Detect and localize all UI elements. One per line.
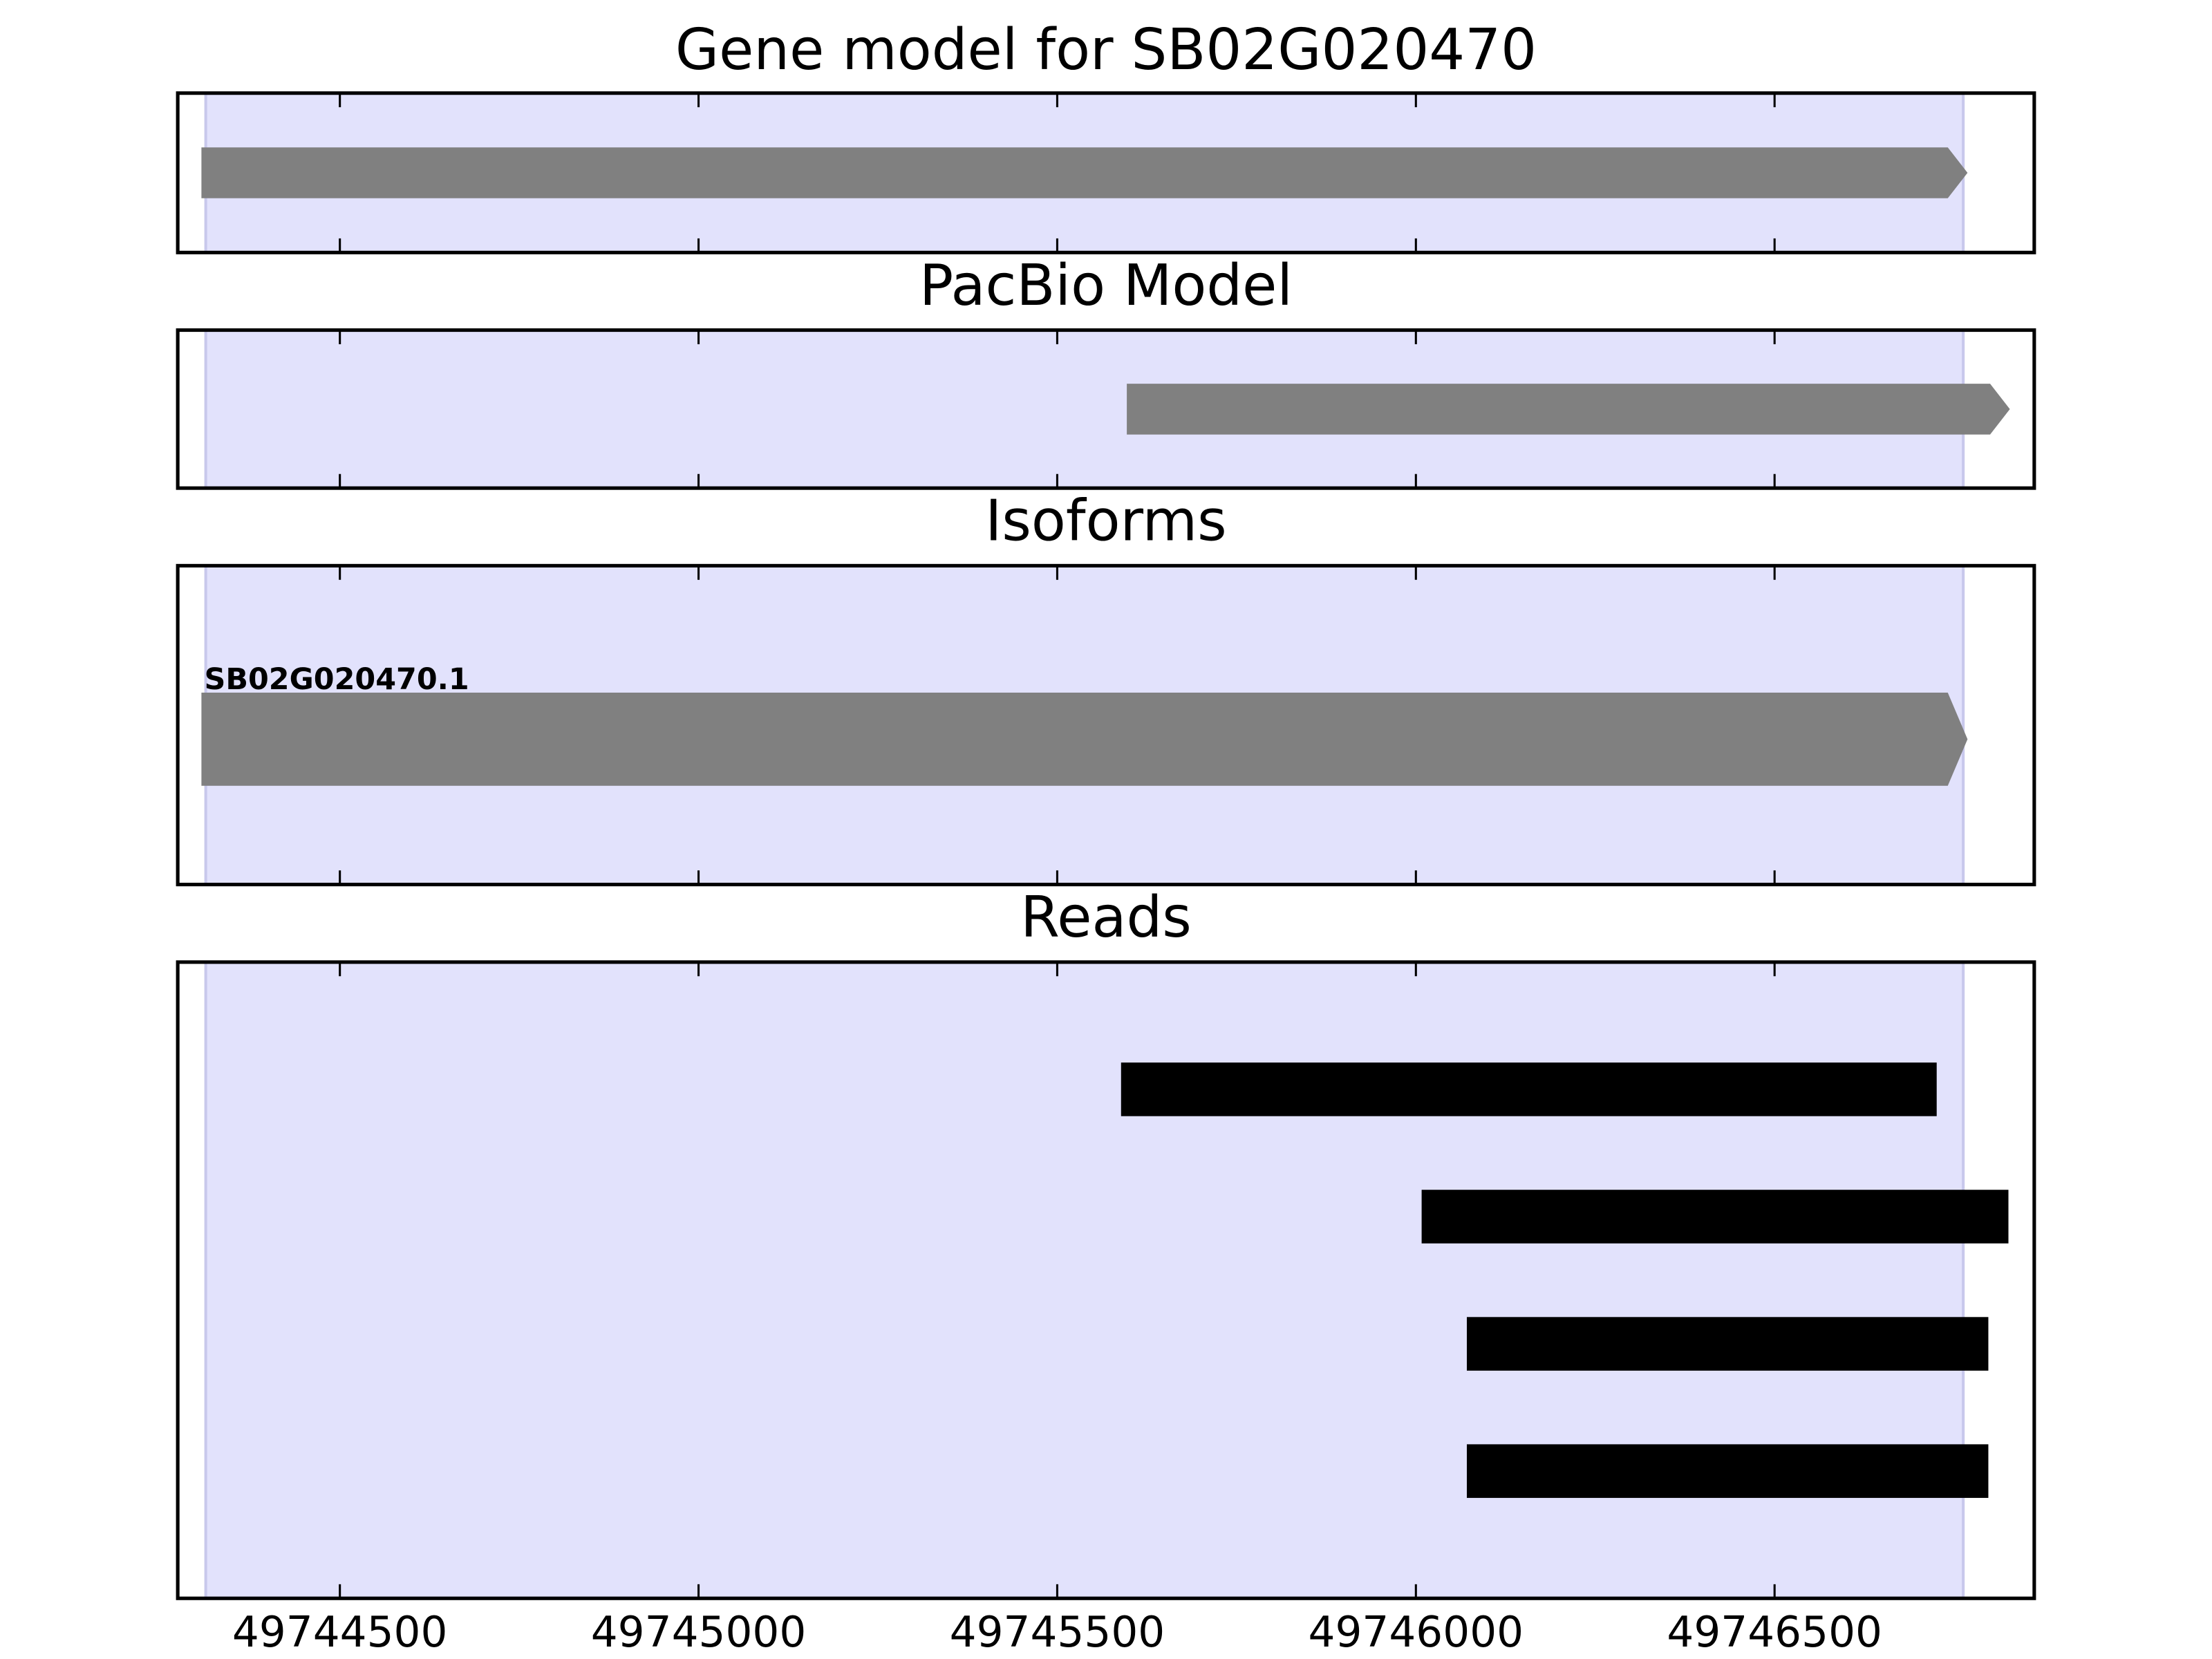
gene-feature <box>1127 384 2010 435</box>
panel-title: Isoforms <box>985 489 1226 554</box>
highlight-region <box>204 960 1965 1600</box>
x-tick-label: 49745000 <box>591 1608 807 1657</box>
x-tick-label: 49746000 <box>1309 1608 1524 1657</box>
panel-title: PacBio Model <box>919 253 1293 319</box>
x-tick-label: 49745500 <box>950 1608 1165 1657</box>
x-tick-label: 49746500 <box>1667 1608 1882 1657</box>
read <box>1466 1317 1989 1371</box>
panel-frame <box>176 91 2036 254</box>
gene-feature <box>201 147 1968 198</box>
panel-title: Reads <box>1020 885 1192 950</box>
gene-feature <box>201 693 1968 786</box>
panel-frame <box>176 960 2036 1600</box>
isoform-label: SB02G020470.1 <box>204 662 469 697</box>
read <box>1121 1062 1937 1116</box>
x-tick-label: 49744500 <box>232 1608 448 1657</box>
panel-frame <box>176 328 2036 490</box>
panel-title: Gene model for SB02G020470 <box>675 17 1537 83</box>
read <box>1466 1444 1989 1498</box>
read <box>1421 1190 2009 1244</box>
panel-frame <box>176 563 2036 887</box>
